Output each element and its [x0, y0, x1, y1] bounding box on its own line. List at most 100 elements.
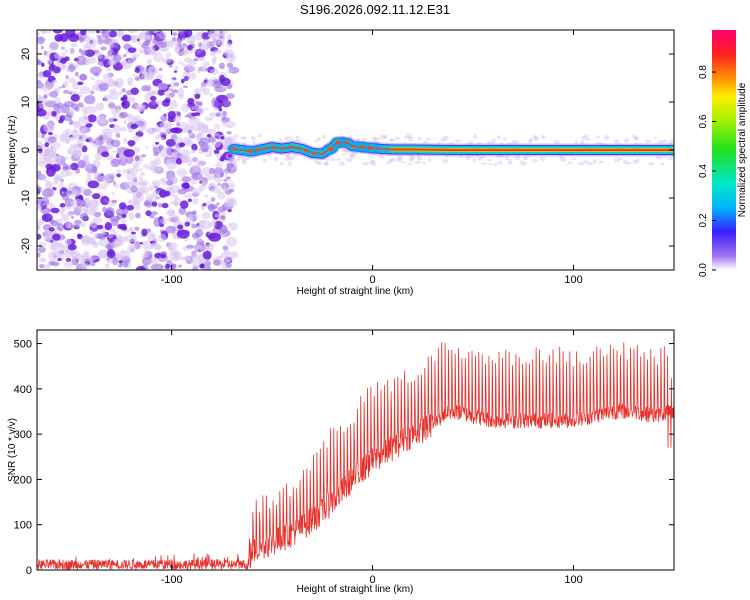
noise-speck [108, 173, 113, 177]
noise-speck [613, 157, 621, 163]
noise-speck [165, 225, 176, 234]
noise-speck [151, 165, 161, 174]
noise-speck [194, 243, 203, 251]
noise-speck [159, 122, 169, 129]
noise-speck [89, 229, 94, 234]
noise-speck [523, 158, 527, 161]
spectrogram-x-label: Height of straight line (km) [297, 286, 414, 297]
noise-speck [330, 157, 336, 162]
noise-speck [192, 197, 199, 205]
noise-speck [70, 198, 84, 210]
noise-speck [125, 184, 131, 189]
noise-speck [56, 223, 64, 232]
noise-speck [278, 138, 282, 141]
noise-speck [176, 113, 180, 118]
noise-speck [472, 157, 476, 163]
noise-speck [106, 249, 116, 259]
noise-speck [173, 136, 184, 144]
noise-speck [158, 31, 168, 40]
noise-speck [151, 201, 158, 207]
noise-speck [48, 132, 53, 136]
noise-speck [87, 180, 100, 189]
noise-speck [153, 157, 162, 166]
noise-speck [109, 100, 114, 105]
noise-speck [226, 42, 232, 48]
noise-speck [160, 136, 165, 141]
noise-speck [161, 178, 167, 186]
noise-speck [213, 124, 221, 130]
noise-speck [539, 156, 546, 162]
noise-speck [209, 68, 219, 76]
noise-speck [90, 90, 95, 95]
noise-speck [80, 30, 87, 36]
noise-speck [76, 55, 87, 66]
noise-speck [532, 158, 538, 163]
noise-speck [40, 174, 47, 181]
noise-speck [207, 203, 218, 210]
track-blob-core [263, 146, 269, 150]
noise-speck [167, 84, 171, 87]
noise-speck [165, 52, 172, 59]
noise-speck [219, 35, 224, 39]
noise-speck [213, 80, 218, 85]
noise-speck [138, 168, 143, 172]
noise-speck [158, 107, 162, 111]
noise-speck [197, 49, 203, 54]
noise-speck [138, 176, 143, 180]
noise-speck [42, 188, 54, 198]
colorbar-ticks: 0.0 0.2 0.4 0.6 0.8 [698, 65, 716, 277]
noise-speck [69, 49, 76, 55]
track-blob-core [288, 146, 293, 149]
noise-speck [116, 82, 123, 89]
noise-speck [87, 114, 97, 123]
noise-speck [200, 142, 209, 153]
noise-speck [181, 136, 192, 145]
noise-speck [173, 70, 178, 73]
noise-speck [80, 115, 89, 125]
noise-speck [121, 213, 127, 219]
noise-speck [220, 155, 225, 162]
noise-speck [138, 49, 145, 55]
noise-speck [90, 77, 95, 81]
noise-speck [213, 174, 223, 184]
noise-speck [65, 30, 76, 38]
noise-speck [592, 159, 597, 164]
noise-speck [65, 68, 71, 72]
noise-speck [117, 91, 123, 96]
track-blob-core [296, 147, 301, 150]
noise-speck [217, 183, 221, 186]
noise-speck [202, 203, 207, 207]
noise-speck [152, 146, 162, 154]
noise-speck [145, 30, 153, 36]
x-tick-label: 0 [370, 274, 376, 286]
noise-speck [241, 157, 247, 163]
noise-speck [121, 88, 127, 93]
track-blob-core [230, 147, 237, 152]
noise-speck [183, 30, 193, 38]
noise-speck [164, 97, 171, 103]
noise-speck [209, 92, 214, 97]
noise-speck [64, 261, 74, 269]
noise-speck [153, 217, 161, 227]
noise-speck [41, 213, 53, 223]
noise-speck [187, 63, 192, 68]
noise-speck [540, 134, 546, 140]
noise-speck [624, 138, 630, 142]
noise-speck [37, 161, 46, 167]
noise-speck [40, 45, 44, 50]
noise-speck [486, 159, 493, 162]
noise-speck [43, 149, 53, 160]
noise-speck [68, 91, 73, 95]
noise-speck [48, 227, 55, 232]
noise-speck [187, 192, 193, 198]
noise-speck [54, 87, 60, 93]
noise-speck [80, 252, 91, 260]
noise-speck [37, 219, 44, 226]
noise-speck [252, 140, 256, 145]
noise-speck [147, 45, 156, 56]
noise-speck [137, 179, 149, 187]
noise-speck [177, 87, 185, 97]
snr-x-ticks: -100 0 100 [161, 330, 583, 586]
noise-speck [52, 30, 63, 34]
noise-speck [147, 167, 153, 171]
